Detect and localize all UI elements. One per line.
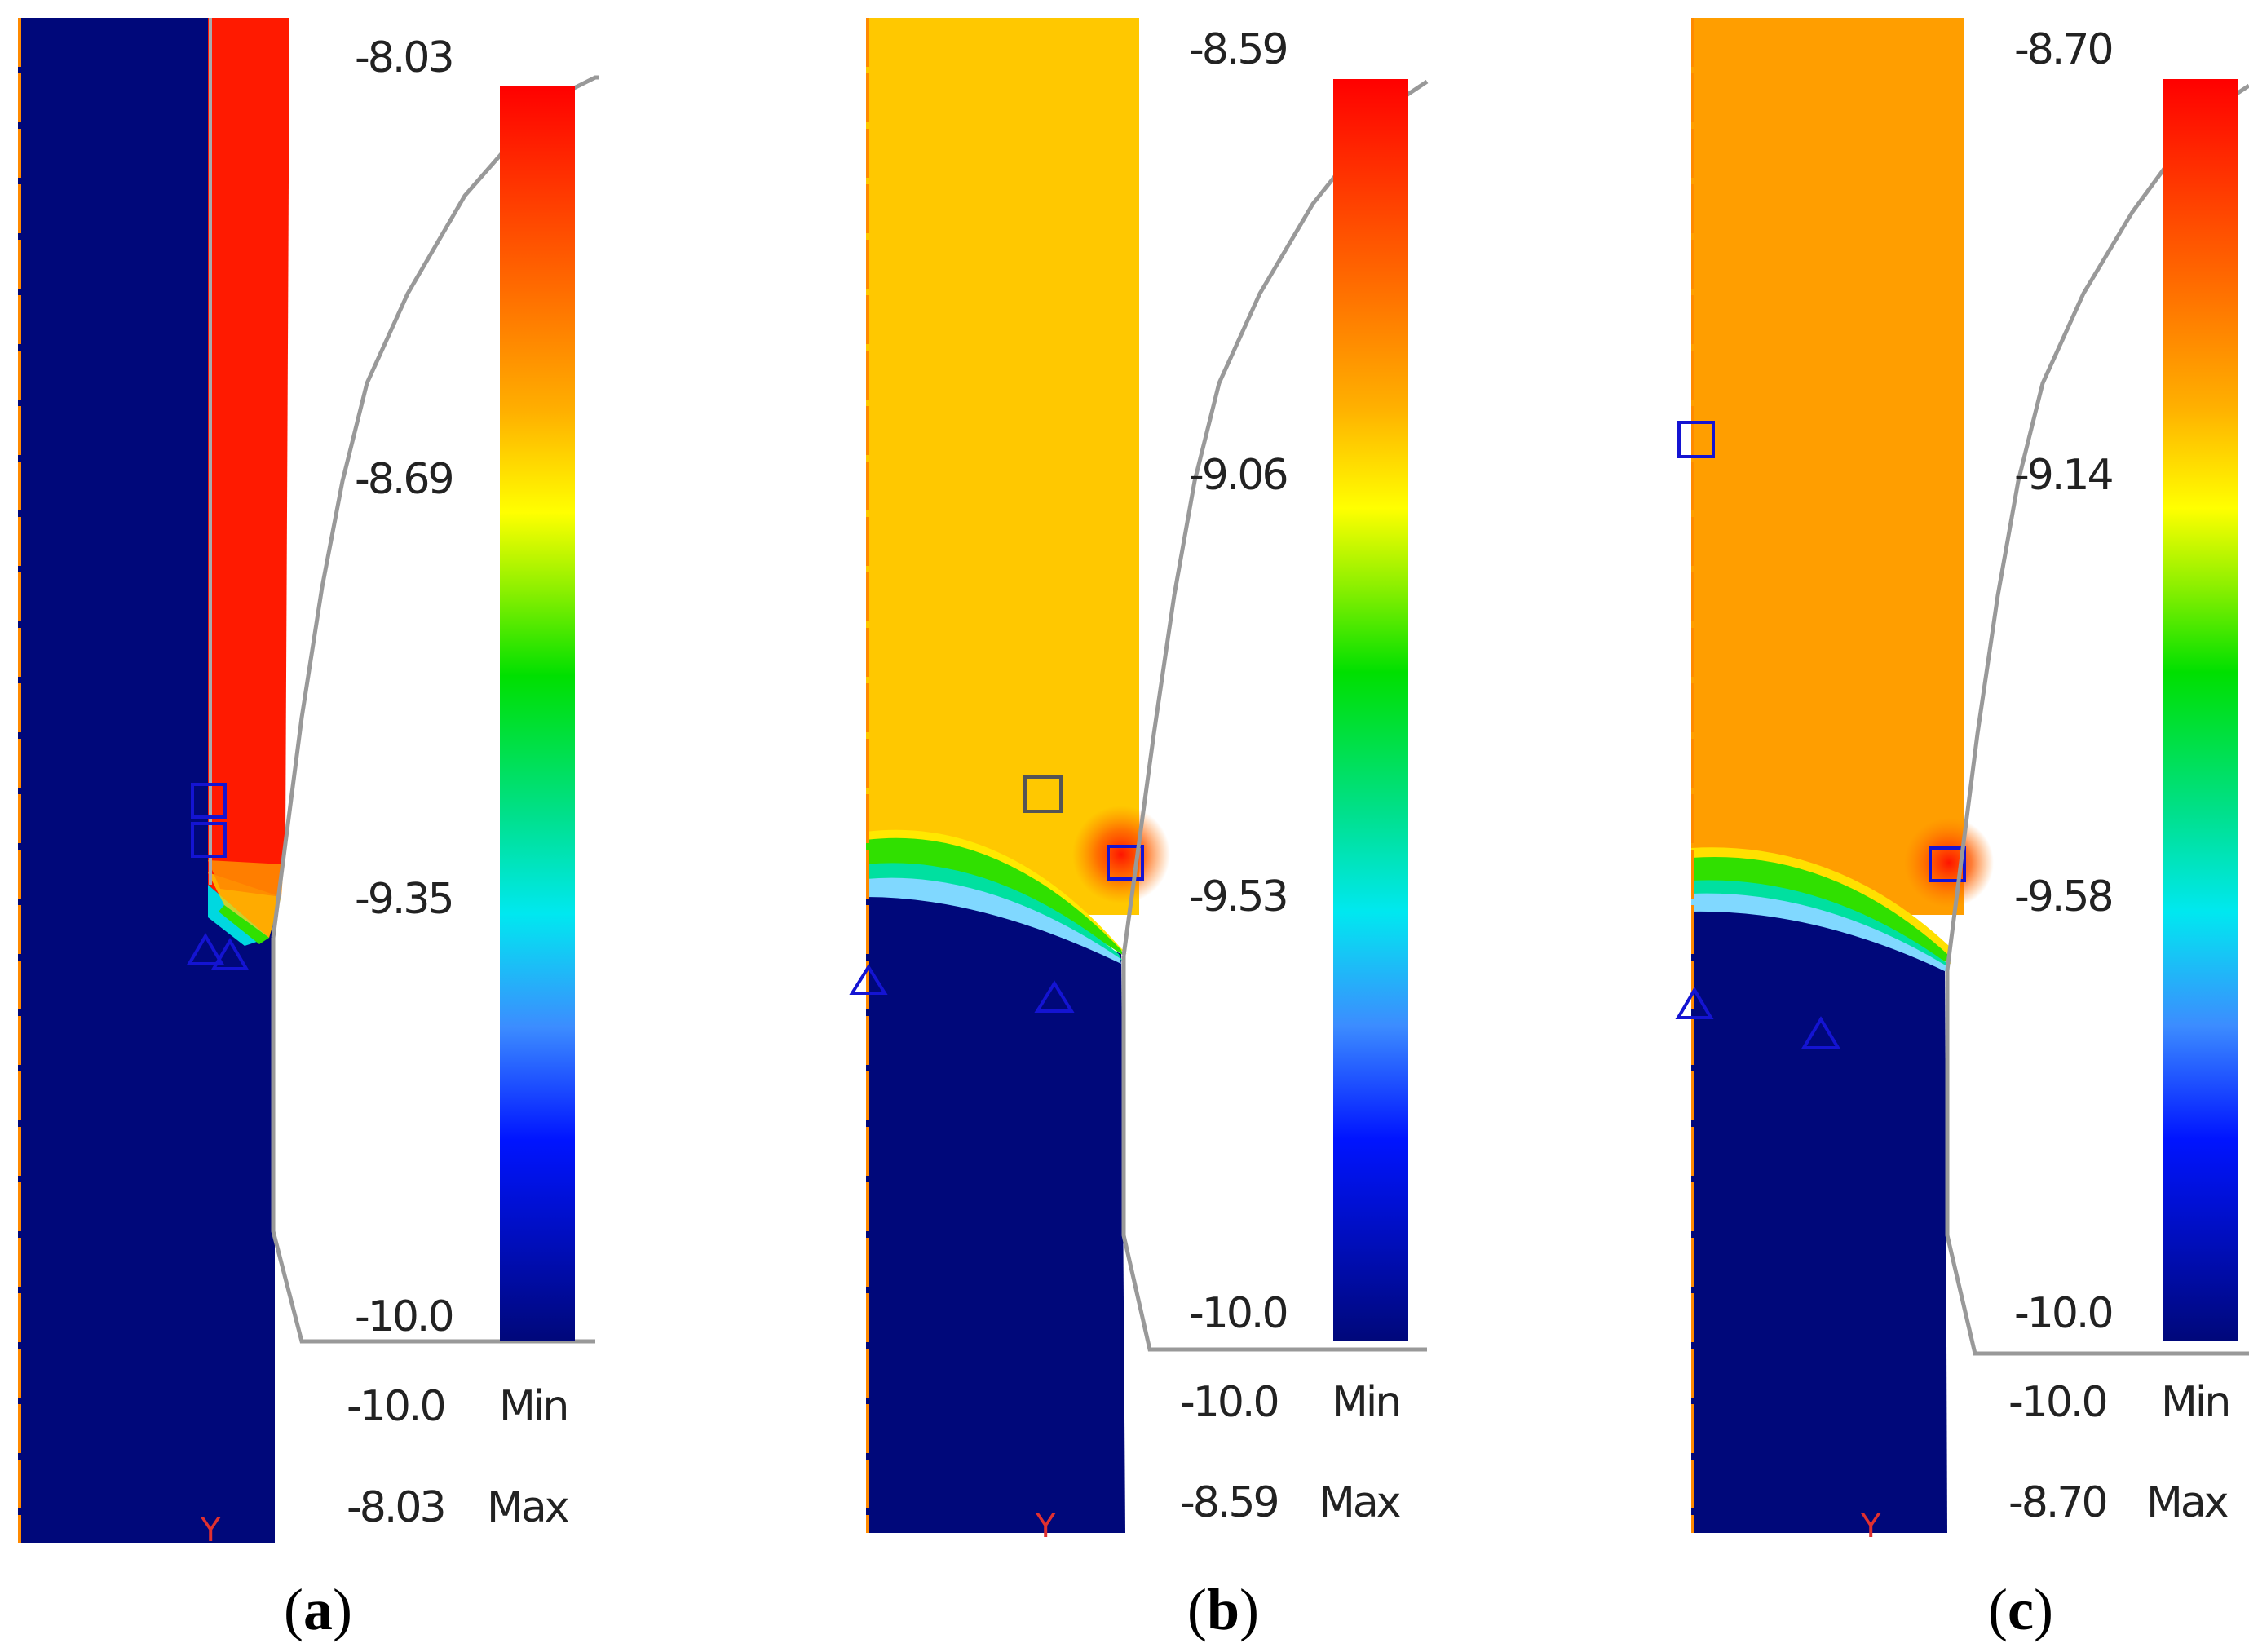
scale-tick-label: -8.70 [2014, 25, 2112, 74]
scale-tick-label: -9.35 [355, 875, 453, 924]
colorbar [1333, 79, 1408, 1341]
max-label: Max [1319, 1478, 1401, 1527]
marker-square [191, 783, 227, 819]
marker-square [1023, 775, 1063, 813]
field-low-region [866, 888, 1125, 1533]
max-value: -8.03 [347, 1483, 444, 1532]
colorbar [2163, 79, 2238, 1341]
scale-tick-label: -9.53 [1189, 872, 1287, 921]
axis-label: Y [1860, 1508, 1881, 1545]
scale-tick-label: -9.14 [2014, 451, 2112, 500]
panel-caption: (c) [1988, 1577, 2053, 1642]
marker-triangle [1675, 987, 1714, 1019]
colorbar [500, 86, 575, 1341]
marker-triangle [210, 938, 250, 970]
min-value: -10.0 [2008, 1378, 2106, 1427]
scale-tick-label: -8.03 [355, 33, 453, 82]
scale-tick-label: -8.59 [1189, 25, 1287, 74]
scale-tick-label: -10.0 [355, 1292, 453, 1341]
marker-triangle [1801, 1016, 1841, 1049]
field-high-region [866, 18, 1139, 915]
panel-c: -8.70 -9.14 -9.58 -10.0 -10.0 Min -8.70 … [1675, 18, 2249, 1642]
profile-lower [1121, 956, 1427, 1352]
field-low-region [1691, 903, 1947, 1533]
scale-tick-label: -8.69 [355, 455, 453, 504]
marker-triangle [1034, 980, 1075, 1013]
panel-a: -8.03 -8.69 -9.35 -10.0 -10.0 Min -8.03 … [18, 18, 599, 1642]
scale-tick-label: -10.0 [2014, 1289, 2112, 1338]
profile-lower [271, 938, 595, 1344]
panel-b: -8.59 -9.06 -9.53 -10.0 -10.0 Min -8.59 … [849, 18, 1429, 1642]
scale-tick-label: -9.58 [2014, 872, 2112, 921]
min-label: Min [2161, 1378, 2229, 1427]
profile-lower [1945, 970, 2249, 1356]
min-value: -10.0 [1180, 1378, 1278, 1427]
scale-tick-label: -10.0 [1189, 1289, 1287, 1338]
axis-label: Y [200, 1512, 221, 1549]
field-high-region [208, 18, 289, 938]
max-label: Max [2146, 1478, 2229, 1527]
scale-tick-label: -9.06 [1189, 451, 1287, 500]
marker-square [1929, 846, 1966, 882]
marker-triangle [186, 933, 225, 965]
max-value: -8.59 [1180, 1478, 1278, 1527]
profile-curve [271, 75, 599, 939]
marker-triangle [849, 964, 888, 995]
max-label: Max [487, 1483, 569, 1532]
marker-square [191, 822, 227, 858]
panel-caption: (b) [1187, 1577, 1259, 1642]
field-high-region [1691, 18, 1964, 915]
marker-square [1677, 421, 1715, 458]
min-label: Min [499, 1382, 567, 1431]
min-label: Min [1332, 1378, 1399, 1427]
min-value: -10.0 [347, 1382, 444, 1431]
panel-caption: (a) [284, 1577, 352, 1642]
max-value: -8.70 [2008, 1478, 2106, 1527]
marker-square [1107, 845, 1144, 881]
axis-label: Y [1035, 1508, 1056, 1545]
